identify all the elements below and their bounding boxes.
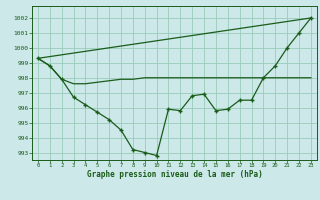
X-axis label: Graphe pression niveau de la mer (hPa): Graphe pression niveau de la mer (hPa) bbox=[86, 170, 262, 179]
